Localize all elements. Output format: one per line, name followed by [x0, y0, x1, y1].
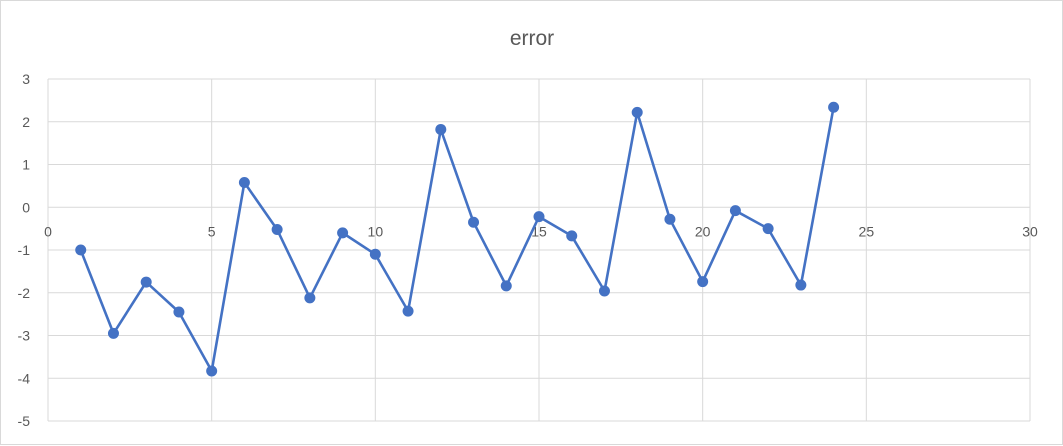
data-point [75, 244, 87, 256]
vertical-gridlines [47, 79, 1031, 421]
chart-title: error [510, 27, 554, 50]
x-tick-label: 10 [368, 223, 384, 239]
data-point [271, 223, 283, 235]
data-point [304, 292, 316, 304]
data-point [468, 216, 480, 228]
y-tick-label: -3 [18, 328, 31, 344]
data-point [598, 285, 610, 297]
y-tick-label: -4 [18, 370, 31, 386]
data-point [729, 205, 741, 217]
x-tick-label: 0 [44, 223, 52, 239]
data-point [435, 123, 447, 135]
data-point [238, 176, 250, 188]
y-tick-label: -5 [18, 413, 31, 429]
data-point [631, 106, 643, 118]
x-axis-tick-labels: 0 5 10 15 20 25 30 [44, 223, 1038, 239]
data-point [500, 280, 512, 292]
data-point [566, 230, 578, 242]
data-point [107, 327, 119, 339]
y-tick-label: 0 [22, 199, 30, 215]
data-point [795, 279, 807, 291]
data-point [173, 306, 185, 318]
series-error [75, 101, 840, 377]
x-tick-label: 25 [859, 223, 875, 239]
data-point [206, 365, 218, 377]
x-tick-label: 5 [208, 223, 216, 239]
data-point [402, 305, 414, 317]
series-line [79, 105, 835, 373]
data-point [762, 223, 774, 235]
y-tick-label: 1 [22, 157, 30, 173]
x-tick-label: 30 [1022, 223, 1038, 239]
data-point [533, 211, 545, 223]
y-axis-tick-labels: 3 2 1 0 -1 -2 -3 -4 -5 [18, 71, 31, 429]
data-point [828, 101, 840, 113]
y-tick-label: 3 [22, 71, 30, 87]
y-tick-label: -1 [18, 242, 31, 258]
data-point [664, 213, 676, 225]
y-tick-label: -2 [18, 285, 31, 301]
x-tick-label: 20 [695, 223, 711, 239]
data-point [140, 276, 152, 288]
data-point [697, 276, 709, 288]
data-point [337, 227, 349, 239]
y-tick-label: 2 [22, 114, 30, 130]
data-point [369, 248, 381, 260]
